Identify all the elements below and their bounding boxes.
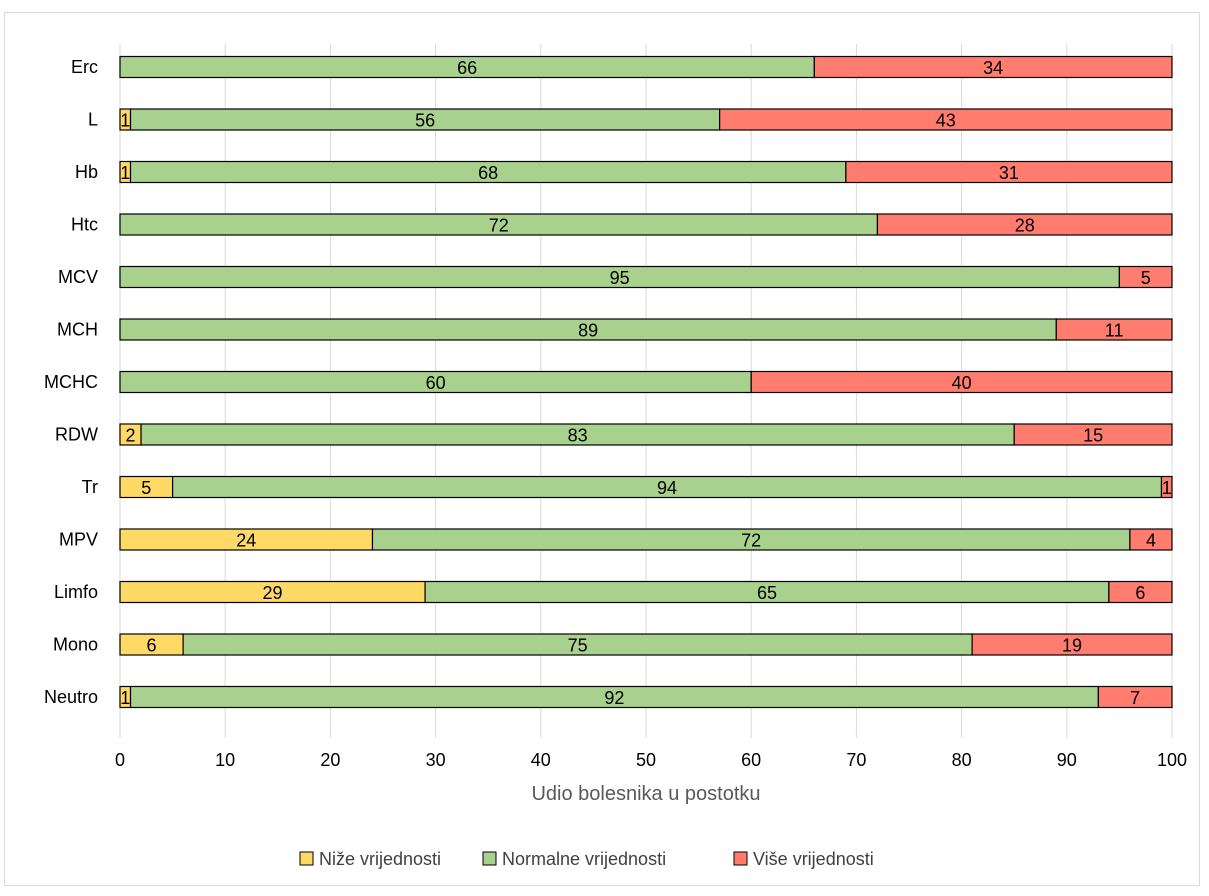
data-label: 89 <box>578 321 598 341</box>
x-tick-label: 0 <box>115 750 125 770</box>
bar-segment <box>1108 580 1173 604</box>
data-label: 6 <box>1135 583 1145 603</box>
data-label: 1 <box>120 111 130 131</box>
x-axis-title: Udio bolesnika u postotku <box>531 783 760 805</box>
data-label: 6 <box>147 636 157 656</box>
category-label: Mono <box>53 635 98 655</box>
data-label: 83 <box>568 426 588 446</box>
bar-segment <box>1097 685 1173 709</box>
data-label: 34 <box>983 58 1003 78</box>
bar-segment <box>719 108 1173 131</box>
data-label: 94 <box>657 478 677 498</box>
bar-segment <box>876 213 1173 236</box>
category-label: Neutro <box>44 687 98 707</box>
data-label: 1 <box>120 163 130 183</box>
bar-segment <box>813 55 1173 79</box>
data-label: 40 <box>952 373 972 393</box>
bar-segment <box>845 160 1173 184</box>
category-label: Htc <box>71 215 98 235</box>
legend-swatch <box>299 851 314 866</box>
category-label: Tr <box>82 477 98 497</box>
x-tick-label: 50 <box>636 750 656 770</box>
category-label: MCH <box>57 320 98 340</box>
legend-label: Više vrijednosti <box>753 849 874 869</box>
data-label: 5 <box>1141 268 1151 288</box>
data-label: 68 <box>478 163 498 183</box>
data-label: 29 <box>263 583 283 603</box>
bar-segment <box>971 633 1173 656</box>
data-label: 28 <box>1015 216 1035 236</box>
data-label: 1 <box>120 688 130 708</box>
x-tick-label: 100 <box>1157 750 1187 770</box>
data-label: 95 <box>610 268 630 288</box>
x-tick-label: 10 <box>215 750 235 770</box>
x-tick-label: 30 <box>426 750 446 770</box>
data-label: 2 <box>126 426 136 446</box>
bar-segment <box>1055 318 1173 341</box>
category-label: Limfo <box>54 582 98 602</box>
category-label: Hb <box>75 162 98 182</box>
data-label: 7 <box>1130 688 1140 708</box>
bar-segment <box>750 370 1173 394</box>
x-tick-label: 20 <box>320 750 340 770</box>
bar-segment <box>1118 265 1173 289</box>
data-label: 11 <box>1105 321 1124 341</box>
data-label: 43 <box>936 111 956 131</box>
category-label: MCV <box>58 267 98 287</box>
data-label: 75 <box>568 636 588 656</box>
data-label: 15 <box>1083 426 1103 446</box>
category-label: L <box>88 110 98 130</box>
category-label: MCHC <box>44 372 98 392</box>
data-label: 19 <box>1062 636 1082 656</box>
data-label: 4 <box>1146 531 1156 551</box>
data-label: 72 <box>741 531 761 551</box>
legend-label: Normalne vrijednosti <box>502 849 666 869</box>
x-tick-label: 40 <box>531 750 551 770</box>
category-label: Erc <box>71 57 98 77</box>
bar-segment <box>1129 528 1173 551</box>
category-label: MPV <box>59 530 98 550</box>
legend: Niže vrijednosti Normalne vrijednosti Više… <box>299 849 874 869</box>
data-label: 72 <box>489 216 509 236</box>
x-tick-label: 90 <box>1057 750 1077 770</box>
x-tick-label: 80 <box>952 750 972 770</box>
data-label: 31 <box>999 163 1019 183</box>
chart-frame <box>4 12 1200 886</box>
x-tick-labels: 0 10 20 30 40 50 60 70 80 90 100 <box>115 750 1187 770</box>
data-label: 5 <box>141 478 151 498</box>
data-label: 60 <box>426 373 446 393</box>
category-label: RDW <box>55 425 98 445</box>
legend-swatch <box>733 851 748 866</box>
category-labels: Erc L Hb Htc MCV MCH MCHC RDW Tr MPV Limfo Mono Neut… <box>44 57 98 707</box>
data-label: 65 <box>757 583 777 603</box>
data-label: 24 <box>236 531 256 551</box>
bar-segment <box>1013 423 1173 446</box>
bar-segment <box>1160 475 1173 499</box>
data-label: 56 <box>415 111 435 131</box>
x-tick-label: 60 <box>741 750 761 770</box>
x-tick-label: 70 <box>846 750 866 770</box>
data-label: 1 <box>1162 478 1172 498</box>
data-label: 92 <box>604 688 624 708</box>
legend-swatch <box>482 851 497 866</box>
data-label: 66 <box>457 58 477 78</box>
legend-label: Niže vrijednosti <box>319 849 441 869</box>
